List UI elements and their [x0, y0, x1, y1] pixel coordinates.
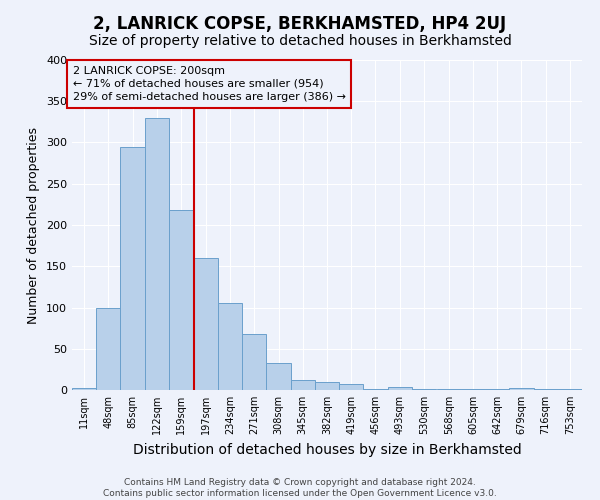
Bar — [339, 384, 364, 390]
Bar — [509, 388, 533, 390]
Bar — [194, 258, 218, 390]
Text: Size of property relative to detached houses in Berkhamsted: Size of property relative to detached ho… — [89, 34, 511, 48]
Bar — [364, 389, 388, 390]
Text: 2 LANRICK COPSE: 200sqm
← 71% of detached houses are smaller (954)
29% of semi-d: 2 LANRICK COPSE: 200sqm ← 71% of detache… — [73, 66, 346, 102]
Bar — [242, 334, 266, 390]
Bar — [461, 389, 485, 390]
Bar — [290, 380, 315, 390]
Bar — [437, 389, 461, 390]
Bar — [121, 146, 145, 390]
Bar — [169, 210, 193, 390]
Y-axis label: Number of detached properties: Number of detached properties — [28, 126, 40, 324]
Bar — [485, 389, 509, 390]
Bar — [218, 304, 242, 390]
Bar — [315, 382, 339, 390]
Bar — [533, 389, 558, 390]
Bar — [412, 389, 436, 390]
Text: 2, LANRICK COPSE, BERKHAMSTED, HP4 2UJ: 2, LANRICK COPSE, BERKHAMSTED, HP4 2UJ — [94, 15, 506, 33]
X-axis label: Distribution of detached houses by size in Berkhamsted: Distribution of detached houses by size … — [133, 442, 521, 456]
Text: Contains HM Land Registry data © Crown copyright and database right 2024.
Contai: Contains HM Land Registry data © Crown c… — [103, 478, 497, 498]
Bar — [558, 389, 582, 390]
Bar — [266, 363, 290, 390]
Bar — [72, 388, 96, 390]
Bar — [145, 118, 169, 390]
Bar — [388, 386, 412, 390]
Bar — [96, 308, 121, 390]
